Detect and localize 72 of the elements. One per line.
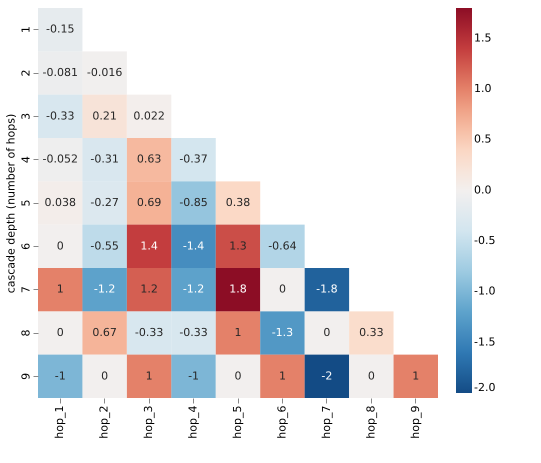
color-bar-label: -2.0 (474, 381, 496, 394)
data-label: 0 (323, 326, 330, 339)
data-label: 0.69 (136, 196, 162, 209)
y-tick-label: 8 (20, 330, 32, 336)
data-label: -1.2 (182, 282, 204, 296)
color-bar-label: 0.5 (474, 132, 492, 146)
y-tick-label: 6 (20, 242, 32, 250)
data-label: 1 (412, 369, 420, 382)
data-label: 0 (278, 282, 286, 296)
data-label: 0 (56, 326, 64, 339)
data-label: 0.022 (133, 109, 165, 122)
data-label: -0.31 (90, 152, 119, 166)
data-label: -0.052 (42, 152, 78, 166)
data-label: 0 (368, 369, 375, 382)
y-tick-label: 5 (20, 200, 32, 206)
data-label: 1 (146, 369, 153, 382)
data-label: 0 (56, 239, 64, 252)
data-label: -2 (321, 369, 332, 382)
color-bar-label: 0.0 (474, 183, 492, 196)
x-tick-label: hop_3 (142, 406, 156, 439)
y-tick-label: 4 (20, 156, 32, 164)
data-label: 1 (234, 326, 242, 339)
data-label: -0.55 (90, 239, 119, 252)
y-tick-label: 1 (20, 26, 32, 34)
data-label: -0.85 (179, 196, 208, 209)
data-label: -0.37 (179, 152, 208, 166)
data-label: 0 (234, 369, 242, 382)
data-label: -1 (54, 369, 66, 382)
y-tick-label: 9 (20, 372, 32, 380)
data-label: -0.33 (46, 109, 74, 122)
data-label: -0.33 (134, 326, 164, 339)
x-tick-label: hop_8 (364, 406, 378, 439)
data-label: -0.27 (90, 196, 119, 209)
x-tick-label: hop_1 (53, 406, 66, 439)
color-bar-label: -1.0 (474, 284, 496, 298)
data-label: 0.21 (92, 109, 117, 122)
data-label: -0.081 (42, 66, 78, 79)
data-label: 0.63 (136, 152, 162, 166)
x-tick-label: hop_7 (320, 406, 333, 439)
data-label: -0.15 (46, 22, 74, 36)
data-label: 0.67 (92, 326, 117, 339)
data-label: -1.3 (272, 326, 294, 339)
color-bar-label: 1.5 (474, 31, 492, 44)
data-label: 1.4 (140, 239, 158, 252)
data-label: -1.4 (182, 239, 204, 252)
x-tick-label: hop_5 (231, 406, 244, 439)
data-label: 1.8 (229, 282, 247, 296)
x-tick-label: hop_4 (186, 406, 200, 439)
data-label: -0.64 (268, 239, 297, 252)
color-bar-label: 1.0 (474, 82, 492, 96)
y-tick-label: 3 (20, 112, 32, 120)
x-tick-label: hop_6 (275, 406, 288, 439)
data-label: -1.8 (316, 282, 338, 296)
data-label: -0.016 (86, 66, 122, 79)
color-bar-label: -1.5 (474, 335, 496, 348)
y-tick-label: 7 (20, 286, 32, 294)
data-label: 0.038 (44, 196, 76, 209)
data-label: 1.2 (140, 282, 158, 296)
y-axis-title: cascade depth (number of hops) (4, 114, 18, 294)
data-label: -1.2 (94, 282, 116, 296)
data-label: 1 (278, 369, 286, 382)
data-label: -1 (188, 369, 200, 382)
color-bar-label: -0.5 (474, 234, 496, 248)
y-tick-label: 2 (20, 70, 32, 76)
data-label: 1 (56, 282, 64, 296)
x-tick-label: hop_9 (408, 406, 422, 439)
x-tick-label: hop_2 (98, 406, 111, 439)
data-label: 1.3 (229, 239, 247, 252)
data-label: 0.38 (226, 196, 250, 209)
data-label: -0.33 (179, 326, 208, 339)
data-label: 0.33 (359, 326, 384, 339)
data-label: 0 (101, 369, 108, 382)
